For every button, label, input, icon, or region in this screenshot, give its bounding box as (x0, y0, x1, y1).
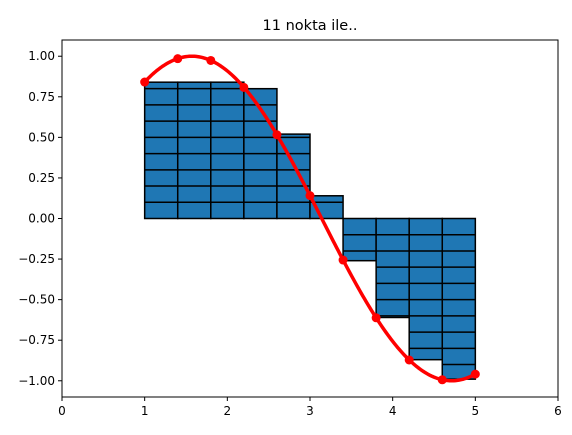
sample-point-9 (437, 375, 447, 385)
x-tick-label-6: 6 (554, 404, 562, 418)
bar-9 (441, 217, 477, 380)
x-tick-label-1: 1 (141, 404, 149, 418)
sample-point-0 (140, 77, 150, 87)
y-tick-label-3: 0.25 (28, 171, 55, 185)
bar-4 (276, 133, 311, 220)
y-tick-label-0: 1.00 (28, 49, 55, 63)
y-tick-label-7: −0.75 (18, 333, 55, 347)
y-tick-label-8: −1.00 (18, 374, 55, 388)
sample-point-5 (305, 191, 315, 201)
sample-point-7 (371, 313, 381, 323)
bar-fill-4 (276, 133, 311, 220)
bar-fill-6 (342, 217, 377, 262)
sample-point-6 (338, 255, 348, 265)
sample-point-8 (404, 355, 414, 365)
sample-point-10 (470, 369, 480, 379)
chart-title: 11 nokta ile.. (263, 18, 358, 34)
bar-fill-7 (375, 217, 410, 319)
x-tick-label-2: 2 (224, 404, 232, 418)
bar-6 (342, 217, 377, 262)
bars-layer (143, 81, 477, 380)
bar-fill-8 (408, 217, 444, 361)
bar-8 (408, 217, 444, 361)
x-tick-label-3: 3 (306, 404, 314, 418)
x-tick-label-4: 4 (389, 404, 397, 418)
sample-point-2 (206, 55, 216, 65)
y-tick-label-4: 0.00 (28, 212, 55, 226)
sample-point-1 (173, 54, 183, 64)
points-layer (140, 54, 480, 385)
y-tick-label-6: −0.50 (18, 293, 55, 307)
x-axis: 0 1 2 3 4 5 6 (58, 397, 562, 418)
bar-1 (176, 81, 212, 220)
bar-fill-0 (143, 81, 179, 220)
sample-point-3 (239, 82, 249, 92)
x-tick-label-0: 0 (58, 404, 66, 418)
y-axis: 1.00 0.75 0.50 0.25 0.00 −0.25 −0.50 −0.75 −1.00 (18, 49, 62, 388)
sample-point-4 (272, 130, 282, 140)
bar-0 (143, 81, 179, 220)
bar-7 (375, 217, 410, 319)
y-tick-label-1: 0.75 (28, 90, 55, 104)
y-tick-label-5: −0.25 (18, 252, 55, 266)
y-tick-label-2: 0.50 (28, 130, 55, 144)
bar-fill-1 (176, 81, 212, 220)
bar-fill-9 (441, 217, 477, 380)
x-tick-label-5: 5 (472, 404, 480, 418)
bar-2 (210, 81, 245, 220)
bar-fill-2 (210, 81, 245, 220)
